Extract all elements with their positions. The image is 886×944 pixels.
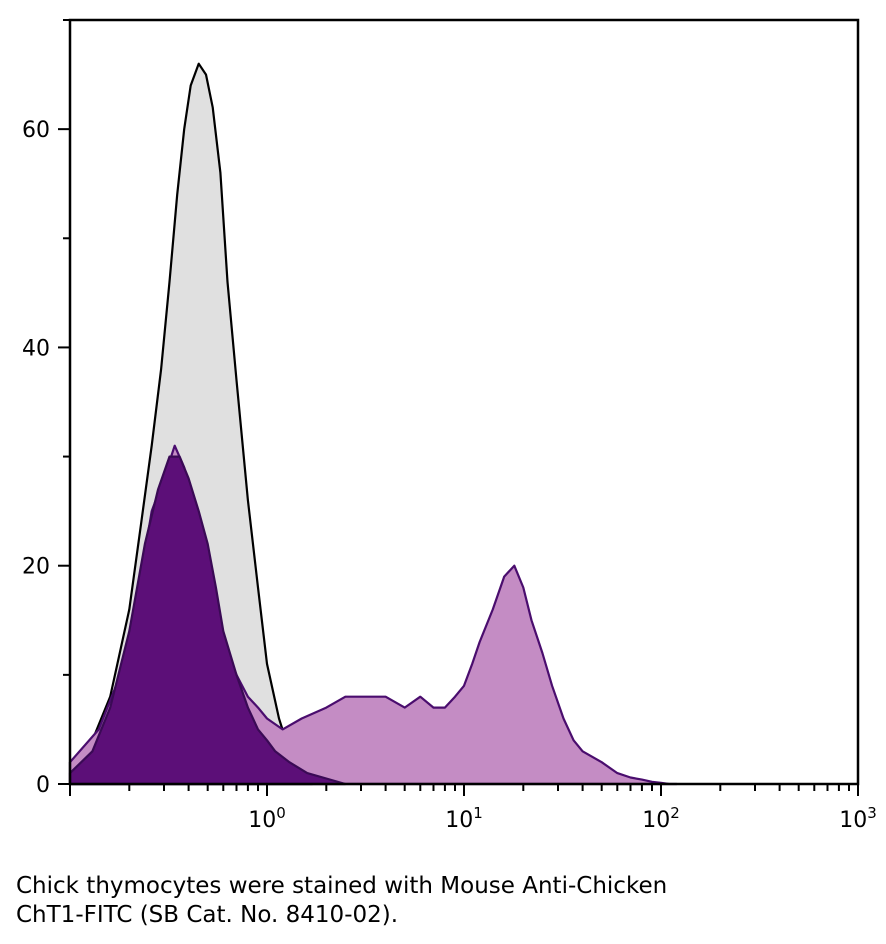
x-tick-label: 102 <box>642 804 680 833</box>
histogram-series-3 <box>68 455 347 786</box>
caption-line-2: ChT1-FITC (SB Cat. No. 8410-02). <box>16 902 399 928</box>
figure-caption: Chick thymocytes were stained with Mouse… <box>16 872 876 930</box>
caption-line-1: Chick thymocytes were stained with Mouse… <box>16 873 668 899</box>
y-axis: 0 20 40 60 <box>22 19 70 798</box>
y-tick-label: 60 <box>22 118 50 143</box>
y-tick-label: 20 <box>22 555 50 580</box>
histogram-series-1 <box>68 62 314 786</box>
x-axis: 100 101 102 103 <box>69 784 877 833</box>
x-tick-label: 100 <box>248 804 286 833</box>
histogram-chart: 0 20 40 60 100 101 102 103 <box>22 18 877 833</box>
y-tick-label: 40 <box>22 336 50 361</box>
y-tick-label: 0 <box>36 773 50 798</box>
series-layer <box>68 62 678 786</box>
x-tick-label: 101 <box>445 804 483 833</box>
x-tick-label: 103 <box>839 804 877 833</box>
